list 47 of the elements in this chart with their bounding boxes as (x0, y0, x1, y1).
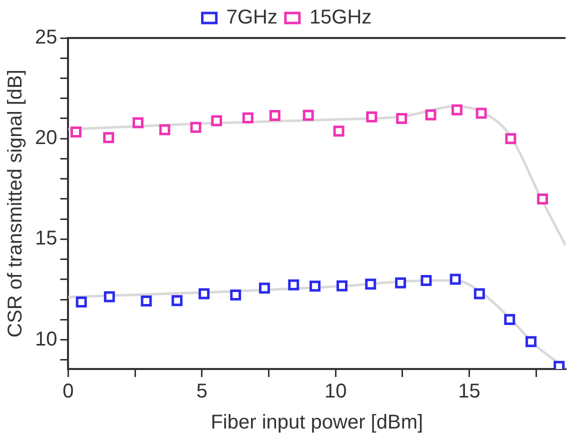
y-tick-label: 15 (34, 228, 58, 250)
point (333, 126, 344, 137)
point (451, 104, 462, 116)
point (526, 336, 537, 348)
point (269, 110, 280, 121)
legend-label: 7GHz (226, 6, 278, 29)
y-tick-label: 20 (34, 127, 58, 150)
x-axis-title: Fiber input power [dBm] (210, 412, 424, 434)
point (537, 193, 548, 204)
point (366, 111, 378, 122)
point (159, 124, 170, 136)
x-tick-label: 5 (196, 380, 208, 403)
point (172, 295, 183, 306)
point (420, 274, 432, 286)
point (242, 112, 254, 124)
point (310, 280, 320, 292)
point (474, 288, 485, 300)
point (190, 122, 202, 133)
point (365, 278, 376, 290)
x-tick-label: 0 (62, 380, 74, 403)
point (230, 289, 242, 300)
line-series (68, 105, 566, 247)
point (288, 279, 300, 290)
point (396, 112, 408, 124)
point (132, 117, 144, 128)
point (302, 110, 314, 121)
point (336, 280, 348, 292)
legend-label: 15GHz (309, 6, 372, 29)
point (140, 295, 152, 306)
point (103, 132, 114, 144)
point (450, 274, 461, 285)
point (505, 133, 516, 144)
point (258, 282, 270, 294)
point (425, 109, 436, 120)
y-tick-label: 25 (34, 26, 58, 49)
point (476, 108, 487, 119)
x-tick-label: 15 (458, 380, 480, 403)
point (70, 126, 82, 138)
y-tick-label: 10 (34, 328, 58, 350)
point (104, 291, 115, 302)
point (211, 115, 222, 126)
y-axis-title: CSR of transmitted signal [dB] (4, 70, 27, 338)
point (395, 277, 406, 288)
point (504, 314, 516, 325)
x-tick-label: 10 (324, 380, 347, 403)
point (76, 296, 87, 308)
point (198, 288, 210, 300)
